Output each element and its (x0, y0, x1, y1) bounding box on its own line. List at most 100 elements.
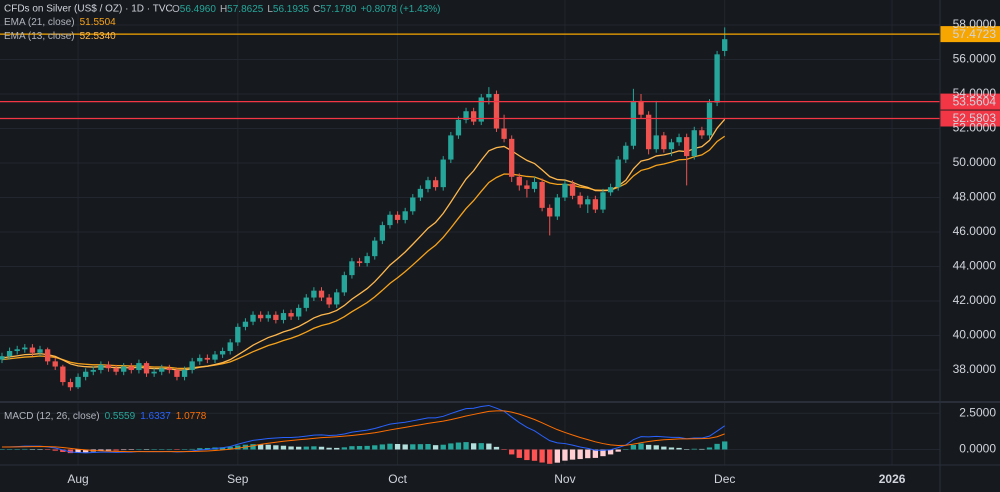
candle-body (691, 130, 697, 157)
macd-histogram-bar (524, 449, 530, 461)
macd-histogram-bar (52, 449, 58, 451)
candle-body (265, 314, 271, 319)
ohlc-legend: O56.4960 H57.8625 L56.1935 C57.1780 +0.8078 … (172, 4, 441, 15)
macd-histogram-bar (6, 449, 13, 450)
y-tick-label: 50.0000 (953, 155, 997, 169)
candle-body (607, 187, 614, 193)
macd-histogram-bar (638, 443, 644, 450)
candle-body (387, 214, 393, 226)
x-tick-label: Sep (227, 472, 249, 486)
candle-body (661, 135, 667, 150)
macd-histogram-bar (204, 448, 211, 450)
x-tick-label: Dec (714, 472, 735, 486)
macd-legend-name: MACD (12, 26, close) (4, 411, 100, 422)
macd-histogram-bar (676, 447, 682, 450)
macd-histogram-bar (463, 442, 469, 450)
macd-histogram-bar (432, 445, 439, 450)
ohlc-key: C (313, 4, 320, 15)
candle-body (29, 347, 36, 353)
macd-histogram-bar (630, 445, 637, 450)
macd-histogram-bar (569, 449, 576, 460)
candle-body (136, 363, 142, 370)
macd-histogram-bar (334, 447, 340, 450)
macd-histogram-bar (356, 446, 363, 450)
candle-body (6, 351, 13, 357)
overlay: 57.4723 53.5604 52.5803 (0, 26, 1000, 127)
macd-histogram-bar (288, 446, 294, 450)
macd-histogram-bar (280, 445, 287, 450)
macd-histogram-bar (684, 449, 690, 450)
candle-body (699, 130, 705, 136)
ema-legend: EMA (21, close) 51.5504 (4, 17, 116, 28)
macd-histogram-bar (379, 444, 386, 450)
macd-histogram-bar (318, 446, 325, 450)
candle-body (44, 349, 51, 362)
macd-histogram-bar (600, 449, 606, 457)
candle-body (509, 138, 515, 177)
macd-histogram-bar (37, 449, 43, 450)
macd-histogram-bar (577, 449, 583, 460)
macd-histogram-bar (440, 444, 446, 450)
candle-body (448, 135, 454, 160)
ohlc-key: H (220, 4, 227, 15)
candle-body (0, 356, 5, 360)
candle-body (653, 135, 659, 150)
candle-body (615, 159, 621, 188)
candle-body (364, 256, 370, 264)
candle-body (303, 297, 309, 308)
macd-histogram-bar (410, 444, 416, 450)
macd-histogram-bar (44, 449, 51, 450)
price-label: 57.4723 (953, 27, 997, 41)
candle-body (714, 54, 720, 103)
candle-body (425, 180, 431, 189)
macd-histogram-bar (425, 443, 431, 450)
price-label-box (940, 26, 1000, 43)
macd-histogram-bar (0, 449, 5, 450)
ema-legend-name: EMA (21, close) (4, 17, 75, 28)
marks (0, 27, 728, 464)
candle-body (257, 314, 264, 319)
macd-histogram-bar (22, 448, 28, 450)
y-tick-label: 44.0000 (953, 259, 997, 273)
candle-body (242, 321, 249, 327)
candle-body (531, 181, 538, 189)
price-label: 52.5803 (953, 111, 997, 125)
macd-histogram-bar (372, 445, 378, 450)
macd-histogram-bar (303, 446, 309, 450)
ohlc-key: L (267, 4, 273, 15)
y-tick-label: 58.0000 (953, 17, 997, 31)
candle-body (318, 290, 325, 298)
candle-body (417, 188, 424, 198)
macd-histogram-bar (75, 449, 81, 453)
candle-body (296, 307, 302, 317)
macd-histogram-bar (714, 443, 720, 450)
candle-body (250, 314, 256, 322)
candle-body (121, 366, 127, 372)
candle-body (37, 349, 43, 353)
symbol-title: CFDs on Silver (US$ / OZ) · 1D · TVC (4, 4, 173, 15)
macd-histogram-bar (349, 446, 355, 450)
candle-body (67, 382, 74, 388)
macd-histogram-bar (387, 443, 393, 450)
macd-histogram-bar (531, 449, 538, 461)
signal-line (1, 410, 725, 453)
y-tick-label: 38.0000 (953, 362, 997, 376)
macd-histogram-bar (189, 448, 195, 450)
candle-body (219, 351, 226, 355)
candle-body (547, 207, 553, 217)
candle-body (22, 347, 28, 350)
candle-body (410, 197, 416, 212)
macd-tick-label: 0.0000 (959, 442, 996, 456)
macd-legend-value: 0.5559 (105, 411, 136, 422)
ohlc-value: 57.1780 (320, 4, 357, 15)
macd-histogram-bar (691, 448, 697, 450)
candle-body (159, 368, 165, 372)
candle-body (356, 261, 363, 264)
macd-histogram-bar (265, 444, 271, 450)
macd-histogram-bar (219, 447, 226, 450)
macd-histogram-bar (585, 449, 591, 459)
candle-body (569, 183, 576, 196)
candle-body (539, 181, 545, 208)
ohlc-value: +0.8078 (+1.43%) (360, 4, 440, 15)
